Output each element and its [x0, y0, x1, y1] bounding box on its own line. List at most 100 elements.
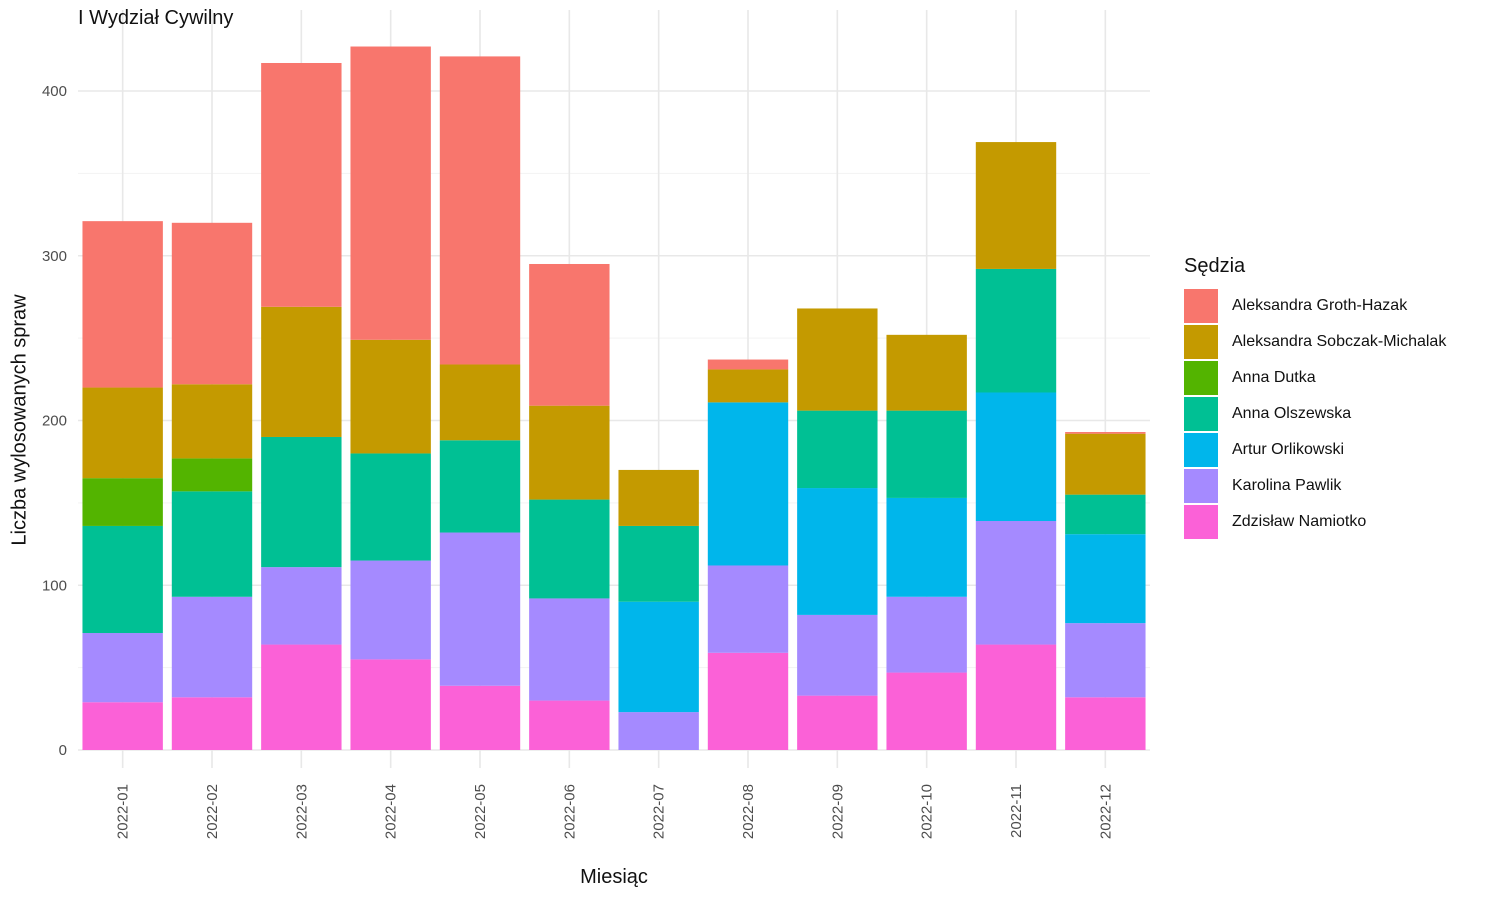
bar-segment [261, 436, 342, 568]
legend-item: Zdzisław Namiotko [1184, 504, 1446, 540]
bar-segment [1065, 534, 1146, 624]
bar-segment [261, 644, 342, 750]
bar-segment [439, 364, 521, 441]
legend-items: Aleksandra Groth-Hazak Aleksandra Sobczak… [1184, 288, 1446, 540]
bar-segment [618, 601, 699, 713]
bar-segment [1065, 494, 1146, 535]
x-tick-label: 2022-04 [383, 784, 400, 839]
legend-swatch [1184, 433, 1218, 467]
bar-segment [171, 697, 253, 750]
bar-segment [529, 405, 610, 500]
bar-segment [350, 339, 431, 454]
legend-label: Anna Olszewska [1232, 405, 1352, 422]
bar-segment [439, 56, 521, 365]
bar-segment [975, 520, 1057, 645]
bar-segment [171, 384, 253, 459]
bar-segment [707, 652, 789, 750]
legend-item: Aleksandra Sobczak-Michalak [1184, 324, 1446, 360]
bar-segment [171, 222, 253, 385]
x-tick-label: 2022-11 [1008, 784, 1025, 838]
legend-swatch [1184, 289, 1218, 323]
y-tick-label: 0 [59, 742, 67, 759]
bar-segment [618, 712, 699, 750]
chart-title: I Wydział Cywilny [78, 7, 234, 29]
bar-segment [1065, 623, 1146, 698]
x-tick-label: 2022-01 [115, 784, 132, 839]
bar-segment [797, 410, 878, 489]
legend-label: Artur Orlikowski [1232, 441, 1345, 458]
x-tick-labels: 2022-01 2022-02 2022-03 2022-04 2022-05 2022-… [115, 784, 1115, 839]
bar-segment [261, 62, 342, 307]
x-tick-label: 2022-07 [651, 784, 668, 839]
y-tick-label: 200 [42, 413, 67, 430]
legend-item: Artur Orlikowski [1184, 432, 1446, 468]
bar-segment [350, 560, 431, 660]
bars-layer [82, 46, 1146, 750]
bar-segment [439, 440, 521, 533]
bar-segment [1065, 433, 1146, 495]
bar-segment [886, 410, 967, 498]
bar-segment [350, 453, 431, 561]
bar-segment [171, 458, 253, 492]
bar-segment [529, 499, 610, 599]
legend-title: Sędzia [1184, 255, 1246, 277]
bar-segment [886, 497, 967, 597]
legend-label: Karolina Pawlik [1232, 477, 1342, 494]
bar-segment [975, 392, 1057, 521]
bar-segment [261, 306, 342, 437]
y-tick-labels: 0 100 200 300 400 [42, 83, 67, 759]
bar-segment [797, 695, 878, 750]
bar-segment [886, 334, 967, 411]
bar-segment [886, 596, 967, 673]
bar-segment [82, 633, 163, 703]
legend-label: Zdzisław Namiotko [1232, 513, 1367, 530]
x-tick-label: 2022-10 [919, 784, 936, 839]
bar-segment [350, 659, 431, 750]
bar-segment [82, 221, 163, 388]
bar-segment [529, 700, 610, 750]
bar-segment [797, 308, 878, 411]
legend-swatch [1184, 325, 1218, 359]
x-tick-label: 2022-06 [561, 784, 578, 839]
bar-segment [439, 685, 521, 750]
legend-item: Anna Dutka [1184, 360, 1446, 396]
bar-segment [707, 402, 789, 566]
bar-segment [975, 644, 1057, 750]
bar-segment [975, 142, 1057, 269]
legend-swatch [1184, 505, 1218, 539]
legend-item: Anna Olszewska [1184, 396, 1446, 432]
bar-segment [82, 478, 163, 526]
y-axis-label: Liczba wylosowanych spraw [8, 294, 31, 546]
bar-segment [439, 532, 521, 686]
legend-item: Karolina Pawlik [1184, 468, 1446, 504]
bar-segment [886, 672, 967, 750]
bar-segment [1065, 432, 1146, 434]
x-tick-label: 2022-12 [1097, 784, 1114, 839]
bar-segment [975, 268, 1057, 393]
bar-segment [261, 567, 342, 645]
legend-label: Aleksandra Groth-Hazak [1232, 297, 1408, 314]
x-tick-label: 2022-02 [204, 784, 221, 839]
x-tick-label: 2022-09 [829, 784, 846, 839]
bar-segment [1065, 697, 1146, 750]
legend-swatch [1184, 361, 1218, 395]
x-tick-label: 2022-03 [293, 784, 310, 839]
x-tick-label: 2022-05 [472, 784, 489, 839]
legend-label: Anna Dutka [1232, 369, 1316, 386]
bar-segment [707, 565, 789, 653]
bar-segment [618, 525, 699, 602]
bar-segment [82, 387, 163, 479]
bar-segment [82, 525, 163, 634]
x-tick-label: 2022-08 [740, 784, 757, 839]
legend-swatch [1184, 397, 1218, 431]
bar-segment [171, 596, 253, 698]
x-axis-label: Miesiąc [580, 866, 648, 888]
y-tick-label: 400 [42, 83, 67, 100]
legend-label: Aleksandra Sobczak-Michalak [1232, 333, 1447, 350]
y-tick-label: 300 [42, 248, 67, 265]
bar-segment [797, 614, 878, 696]
bar-segment [529, 263, 610, 406]
legend-swatch [1184, 469, 1218, 503]
bar-segment [797, 488, 878, 615]
